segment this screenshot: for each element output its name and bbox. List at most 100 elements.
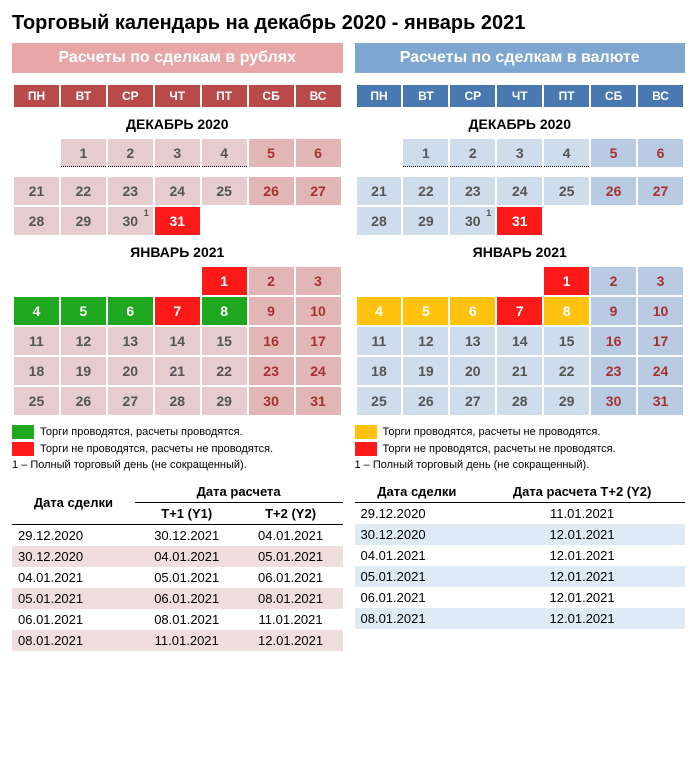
settlement-row: 29.12.202011.01.2021: [355, 503, 686, 525]
calendar-cell: 1: [403, 139, 448, 167]
calendar-cell: 1: [202, 267, 247, 295]
settle-header-deal: Дата сделки: [355, 481, 480, 503]
calendar-cell: 5: [591, 139, 636, 167]
calendar-cell: [296, 207, 341, 235]
calendar-cell: 15: [202, 327, 247, 355]
settlement-row: 05.01.202106.01.202108.01.2021: [12, 588, 343, 609]
calendar-cell: [61, 267, 106, 295]
weekday-header: СР: [108, 85, 153, 107]
calendar-cell: 28: [497, 387, 542, 415]
calendar-cell: [357, 139, 402, 167]
calendar-cell: 13: [108, 327, 153, 355]
rub-section-title: Расчеты по сделкам в рублях: [12, 43, 343, 73]
calendar-row: [14, 169, 341, 175]
calendar-cell: 28: [357, 207, 402, 235]
weekday-header: СБ: [249, 85, 294, 107]
calendar-cell: 17: [638, 327, 683, 355]
legend-text: Торги проводятся, расчеты проводятся.: [40, 426, 243, 438]
month-label: ЯНВАРЬ 2021: [14, 237, 341, 265]
calendar-cell: 14: [497, 327, 542, 355]
calendar-cell: 29: [403, 207, 448, 235]
calendar-cell: 5: [403, 297, 448, 325]
calendar-cell: 31: [638, 387, 683, 415]
settlement-cell: 12.01.2021: [479, 608, 685, 629]
settlement-cell: 12.01.2021: [479, 524, 685, 545]
calendar-row: 25262728293031: [14, 387, 341, 415]
settlement-cell: 30.12.2021: [135, 525, 239, 547]
month-label: ЯНВАРЬ 2021: [357, 237, 684, 265]
calendar-gap: [357, 169, 684, 175]
calendar-cell: 4: [544, 139, 589, 167]
calendar-cell: 8: [544, 297, 589, 325]
settle-header-calc: Дата расчета T+2 (Y2): [479, 481, 685, 503]
settlement-row: 08.01.202111.01.202112.01.2021: [12, 630, 343, 651]
calendar-cell: 24: [638, 357, 683, 385]
calendar-row: 21222324252627: [14, 177, 341, 205]
calendar-cell: 21: [357, 177, 402, 205]
calendar-cell: 5: [61, 297, 106, 325]
weekday-header-row: ПНВТСРЧТПТСБВС: [357, 85, 684, 107]
settlement-cell: 05.01.2021: [135, 567, 239, 588]
calendar-cell: 2: [450, 139, 495, 167]
calendar-cell: [544, 207, 589, 235]
weekday-header: ВС: [638, 85, 683, 107]
calendar-cell: 30: [591, 387, 636, 415]
settlement-cell: 12.01.2021: [479, 545, 685, 566]
calendar-cell: 25: [357, 387, 402, 415]
calendar-row: 25262728293031: [357, 387, 684, 415]
calendar-cell: 13: [450, 327, 495, 355]
calendar-cell: 23: [249, 357, 294, 385]
calendar-cell: 18: [357, 357, 402, 385]
calendar-cell: 3: [155, 139, 200, 167]
calendar-cell: 11: [14, 327, 59, 355]
weekday-header: ПН: [357, 85, 402, 107]
calendar-cell: 29: [544, 387, 589, 415]
weekday-header: ПН: [14, 85, 59, 107]
settlement-cell: 08.01.2021: [135, 609, 239, 630]
settlement-cell: 30.12.2020: [355, 524, 480, 545]
settlement-cell: 05.01.2021: [355, 566, 480, 587]
calendar-cell: 29: [202, 387, 247, 415]
calendar-cell: [403, 267, 448, 295]
month-label: ДЕКАБРЬ 2020: [357, 109, 684, 137]
settlement-row: 30.12.202004.01.202105.01.2021: [12, 546, 343, 567]
settlement-cell: 05.01.2021: [239, 546, 343, 567]
calendar-cell: 21: [155, 357, 200, 385]
weekday-header: СР: [450, 85, 495, 107]
calendar-cell: 6: [296, 139, 341, 167]
calendar-cell: 10: [296, 297, 341, 325]
calendar-cell: 21: [497, 357, 542, 385]
calendar-cell: [155, 267, 200, 295]
legend-text: Торги не проводятся, расчеты не проводят…: [40, 443, 273, 455]
calendar-cell: 5: [249, 139, 294, 167]
settlement-cell: 04.01.2021: [355, 545, 480, 566]
calendar-row: 21222324252627: [357, 177, 684, 205]
calendar-cell: 28: [155, 387, 200, 415]
calendar-row: 18192021222324: [357, 357, 684, 385]
calendar-row: [357, 169, 684, 175]
calendar-row: 123: [357, 267, 684, 295]
calendar-cell: 20: [108, 357, 153, 385]
calendar-cell: 19: [403, 357, 448, 385]
settlement-row: 30.12.202012.01.2021: [355, 524, 686, 545]
weekday-header: ЧТ: [497, 85, 542, 107]
settlement-cell: 12.01.2021: [239, 630, 343, 651]
calendar-cell: [14, 139, 59, 167]
settlement-cell: 12.01.2021: [479, 587, 685, 608]
calendar-cell: 21: [14, 177, 59, 205]
calendar-cell: 25: [14, 387, 59, 415]
calendar-cell: 1: [61, 139, 106, 167]
calendar-cell: [14, 267, 59, 295]
calendar-cell: 26: [249, 177, 294, 205]
settle-header-calc: Дата расчета: [135, 481, 343, 503]
calendar-cell: 26: [403, 387, 448, 415]
calendar-cell: 4: [14, 297, 59, 325]
calendar-row: 282930131: [357, 207, 684, 235]
calendar-cell: 29: [61, 207, 106, 235]
calendar-cell: [249, 207, 294, 235]
settlement-row: 06.01.202112.01.2021: [355, 587, 686, 608]
calendar-row: 11121314151617: [357, 327, 684, 355]
calendar-cell: 27: [450, 387, 495, 415]
calendar-cell: 26: [591, 177, 636, 205]
settlement-row: 08.01.202112.01.2021: [355, 608, 686, 629]
